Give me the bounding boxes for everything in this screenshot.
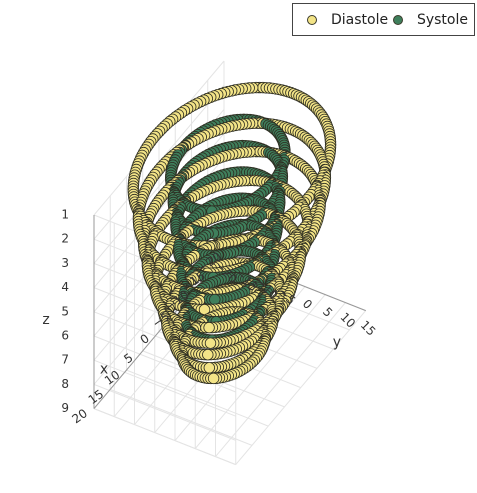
y-tick-label: 10 (338, 310, 359, 331)
x-tick-label: 15 (86, 387, 107, 407)
grid-line (194, 294, 326, 449)
z-tick-label: 2 (61, 232, 69, 246)
legend-item-systole[interactable]: Systole (392, 11, 468, 28)
z-tick-label: 6 (61, 329, 69, 343)
point-diastole (204, 337, 217, 349)
legend-label-systole: Systole (416, 11, 468, 28)
grid-line (93, 408, 236, 466)
legend-label-diastole: Diastole (331, 11, 389, 28)
grid-line (93, 383, 236, 441)
point-diastole (203, 321, 215, 334)
y-tick-label: 15 (358, 318, 379, 339)
y-axis-title: y (333, 335, 341, 351)
z-tick-label: 4 (61, 280, 69, 294)
point-systole (209, 293, 221, 306)
z-tick-label: 5 (61, 304, 69, 318)
point-diastole (203, 362, 216, 374)
grid-line (126, 369, 269, 427)
legend[interactable]: Diastole Systole (292, 3, 475, 36)
z-tick-label: 7 (61, 353, 69, 367)
points-layer (127, 81, 337, 385)
grid-line (235, 310, 367, 465)
legend-marker-diastole (307, 14, 317, 25)
x-tick-label: 20 (69, 406, 90, 426)
point-diastole (202, 349, 214, 361)
z-tick-label: 1 (61, 208, 69, 222)
grid-line (215, 302, 346, 457)
z-tick-label: 3 (61, 256, 69, 270)
legend-item-diastole[interactable]: Diastole (307, 12, 388, 28)
x-axis-title: x (100, 362, 108, 378)
grid-line (110, 388, 253, 446)
x-tick-label: 5 (121, 351, 135, 367)
z-axis-title: z (42, 312, 49, 328)
point-diastole (207, 372, 220, 385)
z-tick-label: 8 (61, 377, 69, 391)
legend-marker-systole (392, 14, 403, 25)
z-tick-label: 9 (61, 401, 69, 415)
